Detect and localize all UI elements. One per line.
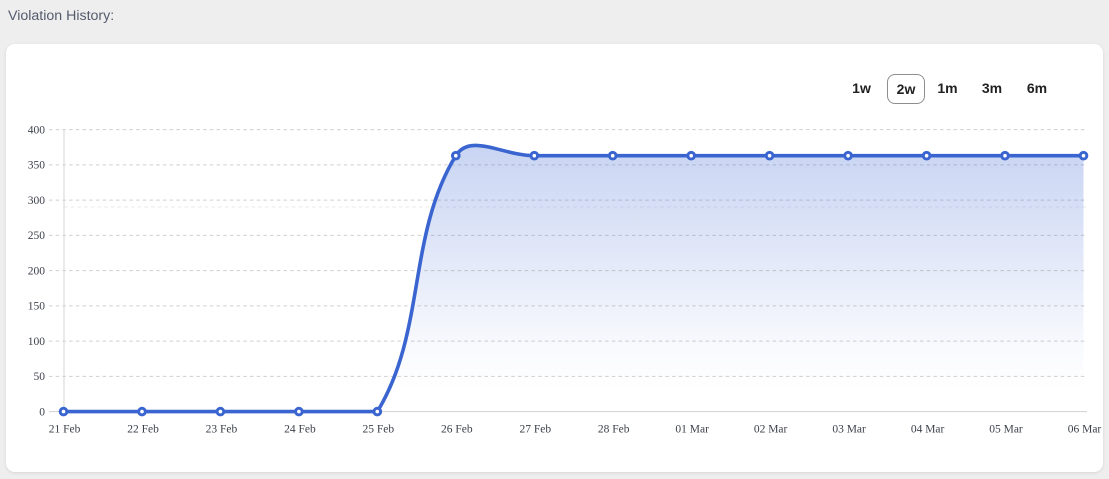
- svg-text:50: 50: [34, 371, 46, 383]
- svg-text:23 Feb: 23 Feb: [206, 424, 238, 436]
- svg-text:100: 100: [28, 336, 46, 348]
- svg-text:06 Mar: 06 Mar: [1068, 424, 1102, 436]
- svg-text:350: 350: [28, 160, 46, 172]
- svg-text:150: 150: [28, 301, 46, 313]
- svg-text:200: 200: [28, 265, 46, 277]
- svg-text:01 Mar: 01 Mar: [675, 424, 709, 436]
- svg-text:0: 0: [39, 406, 45, 418]
- svg-text:21 Feb: 21 Feb: [49, 424, 81, 436]
- svg-text:02 Mar: 02 Mar: [754, 424, 788, 436]
- svg-text:24 Feb: 24 Feb: [284, 424, 316, 436]
- svg-text:300: 300: [28, 195, 46, 207]
- svg-text:05 Mar: 05 Mar: [989, 424, 1023, 436]
- svg-text:22 Feb: 22 Feb: [127, 424, 159, 436]
- svg-text:28 Feb: 28 Feb: [598, 424, 630, 436]
- svg-text:25 Feb: 25 Feb: [362, 424, 394, 436]
- svg-text:27 Feb: 27 Feb: [519, 424, 551, 436]
- svg-text:04 Mar: 04 Mar: [911, 424, 945, 436]
- svg-text:26 Feb: 26 Feb: [441, 424, 473, 436]
- svg-text:400: 400: [28, 124, 46, 136]
- svg-text:250: 250: [28, 230, 46, 242]
- svg-text:03 Mar: 03 Mar: [832, 424, 866, 436]
